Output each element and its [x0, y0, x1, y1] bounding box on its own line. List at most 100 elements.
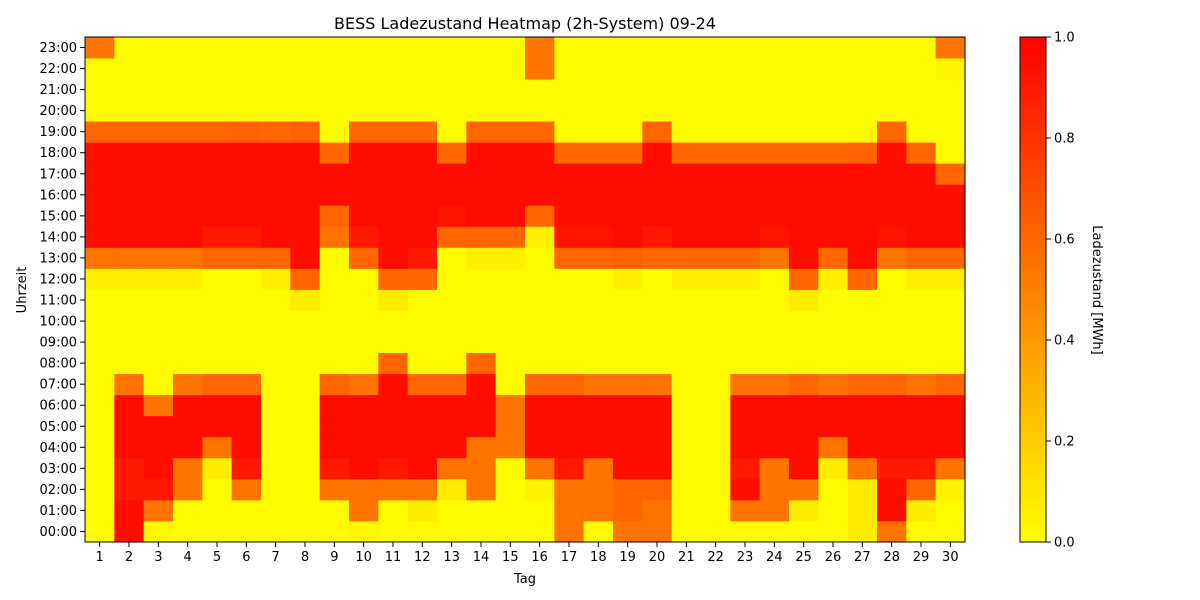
heatmap-cell [759, 268, 790, 290]
heatmap-cell [319, 163, 350, 185]
heatmap-cell [85, 415, 115, 438]
heatmap-cell [290, 289, 321, 311]
heatmap-cell [290, 79, 321, 101]
heatmap-cell [231, 478, 262, 501]
heatmap-cell [378, 100, 409, 122]
heatmap-cell [319, 205, 350, 227]
heatmap-cell [671, 247, 702, 269]
heatmap-cell [847, 520, 878, 543]
heatmap-cell [173, 37, 203, 59]
heatmap-cell [759, 520, 790, 543]
heatmap-cell [935, 352, 966, 375]
heatmap-cell [671, 79, 702, 101]
heatmap-cell [613, 331, 643, 354]
heatmap-cell [261, 457, 291, 480]
heatmap-cell [290, 163, 321, 185]
heatmap-cell [642, 331, 673, 354]
heatmap-cell [495, 331, 526, 354]
heatmap-cell [701, 142, 731, 164]
heatmap-cell [818, 436, 849, 459]
heatmap-cell [554, 121, 585, 143]
heatmap-cell [847, 37, 878, 59]
heatmap-cell [789, 373, 819, 396]
heatmap-cell [818, 415, 849, 438]
heatmap-cell [114, 499, 145, 522]
heatmap-cell [173, 100, 203, 122]
y-axis-ticks: 00:00 01:00 02:00 03:00 04:00 05:00 06:00 07:00… [40, 41, 85, 540]
heatmap-cell [906, 58, 937, 80]
heatmap-cell [730, 226, 761, 248]
heatmap-cell [730, 436, 761, 459]
heatmap-cell [202, 436, 233, 459]
heatmap-cell [759, 289, 790, 311]
x-tick-label: 9 [330, 550, 338, 565]
heatmap-cell [818, 247, 849, 269]
heatmap-cell [847, 121, 878, 143]
heatmap-cell [466, 79, 497, 101]
heatmap-cell [877, 331, 907, 354]
heatmap-cell [613, 499, 643, 522]
heatmap-cell [261, 310, 291, 332]
heatmap-cell [261, 163, 291, 185]
heatmap-cell [642, 37, 673, 59]
heatmap-cell [85, 394, 115, 417]
heatmap-cell [319, 499, 350, 522]
heatmap-cell [85, 142, 115, 164]
x-tick-label: 26 [825, 550, 842, 565]
heatmap-cell [818, 499, 849, 522]
heatmap-cell [85, 205, 115, 227]
heatmap-cell [378, 142, 409, 164]
heatmap-cell [525, 247, 555, 269]
heatmap-cell [583, 247, 614, 269]
heatmap-cell [143, 100, 174, 122]
heatmap-cell [730, 58, 761, 80]
heatmap-cell [495, 205, 526, 227]
heatmap-cell [85, 163, 115, 185]
heatmap-cell [466, 394, 497, 417]
heatmap-cell [202, 520, 233, 543]
heatmap-cell [554, 289, 585, 311]
heatmap-cell [671, 331, 702, 354]
heatmap-cell [906, 415, 937, 438]
heatmap-cell [525, 331, 555, 354]
heatmap-cell [935, 415, 966, 438]
heatmap-cell [143, 499, 174, 522]
heatmap-cell [759, 331, 790, 354]
heatmap-cell [877, 436, 907, 459]
heatmap-cell [143, 436, 174, 459]
heatmap-cell [143, 289, 174, 311]
heatmap-cell [671, 100, 702, 122]
heatmap-cell [671, 352, 702, 375]
heatmap-cell [847, 394, 878, 417]
x-tick-label: 10 [355, 550, 372, 565]
x-tick-label: 25 [795, 550, 812, 565]
heatmap-cell [847, 310, 878, 332]
heatmap-cell [701, 436, 731, 459]
heatmap-cell [261, 58, 291, 80]
heatmap-cell [847, 184, 878, 206]
heatmap-cell [730, 352, 761, 375]
heatmap-cell [261, 478, 291, 501]
heatmap-cell [877, 478, 907, 501]
x-tick-label: 24 [766, 550, 783, 565]
heatmap-cell [261, 436, 291, 459]
heatmap-cell [671, 142, 702, 164]
heatmap-cell [378, 268, 409, 290]
heatmap-cell [935, 289, 966, 311]
heatmap-cell [349, 394, 379, 417]
heatmap-cell [349, 268, 379, 290]
heatmap-cell [730, 268, 761, 290]
x-tick-label: 16 [531, 550, 548, 565]
heatmap-cell [495, 247, 526, 269]
y-tick-label: 14:00 [40, 230, 77, 245]
heatmap-cell [290, 436, 321, 459]
heatmap-cell [847, 478, 878, 501]
heatmap-cell [143, 457, 174, 480]
heatmap-cell [525, 79, 555, 101]
heatmap-cell [583, 142, 614, 164]
heatmap-cell [525, 163, 555, 185]
heatmap-cell [466, 415, 497, 438]
heatmap-cell [85, 268, 115, 290]
y-tick-label: 18:00 [40, 146, 77, 161]
heatmap-cell [554, 79, 585, 101]
